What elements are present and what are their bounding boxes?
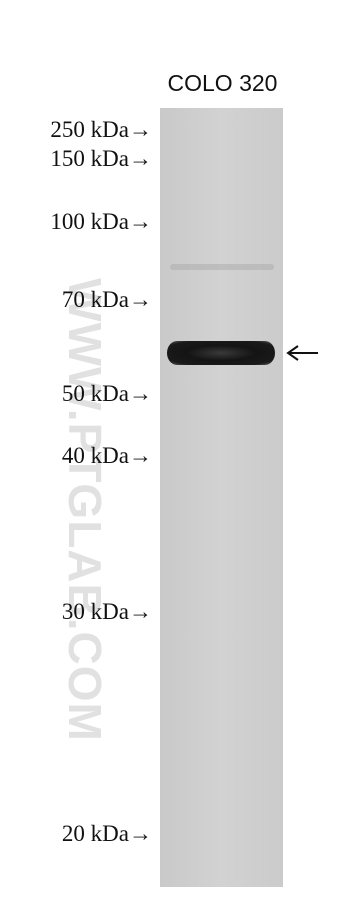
marker-label: 70 kDa→ — [61, 287, 152, 312]
band-arrow — [286, 345, 318, 361]
blot-lane — [160, 108, 283, 887]
lane-label: COLO 320 — [167, 70, 278, 96]
marker-label: 40 kDa→ — [61, 443, 152, 468]
faint-band — [170, 264, 274, 270]
marker-label: 50 kDa→ — [61, 381, 152, 406]
marker-label: 30 kDa→ — [61, 599, 152, 624]
marker-label: 150 kDa→ — [50, 146, 152, 171]
band — [167, 341, 275, 365]
watermark: WWW.PTGLAB.COM — [59, 278, 111, 742]
marker-label: 100 kDa→ — [50, 209, 152, 234]
marker-label: 250 kDa→ — [50, 117, 152, 142]
marker-label: 20 kDa→ — [61, 821, 152, 846]
